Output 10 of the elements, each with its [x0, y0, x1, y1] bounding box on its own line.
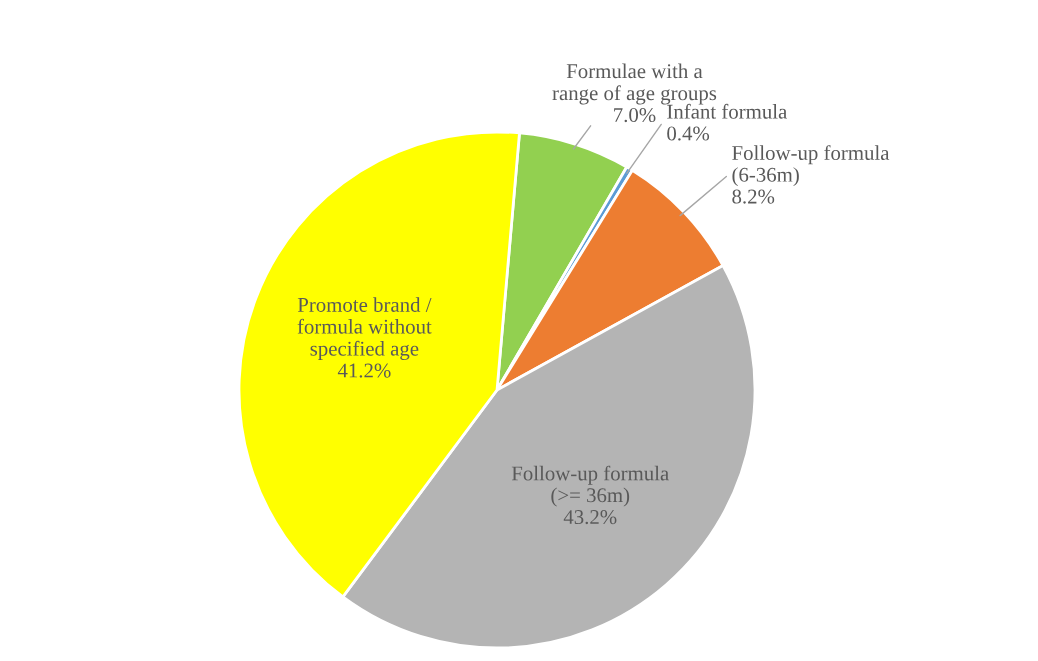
data-label: 43.2% [563, 510, 617, 525]
slice-label: Promote brand / formula without specified age [297, 297, 432, 361]
data-label: 8.2% [732, 189, 775, 204]
slice-label: Infant formula [667, 103, 788, 119]
data-label: 7.0% [614, 107, 656, 123]
slice-label: Formulae with a range of age groups [552, 63, 717, 105]
slice-label: Follow-up formula (>= 36m) [511, 465, 669, 507]
data-label: 0.4% [667, 126, 710, 141]
slice-label: Follow-up formula (6-36m) [732, 145, 890, 187]
data-label: 41.2% [337, 363, 391, 378]
